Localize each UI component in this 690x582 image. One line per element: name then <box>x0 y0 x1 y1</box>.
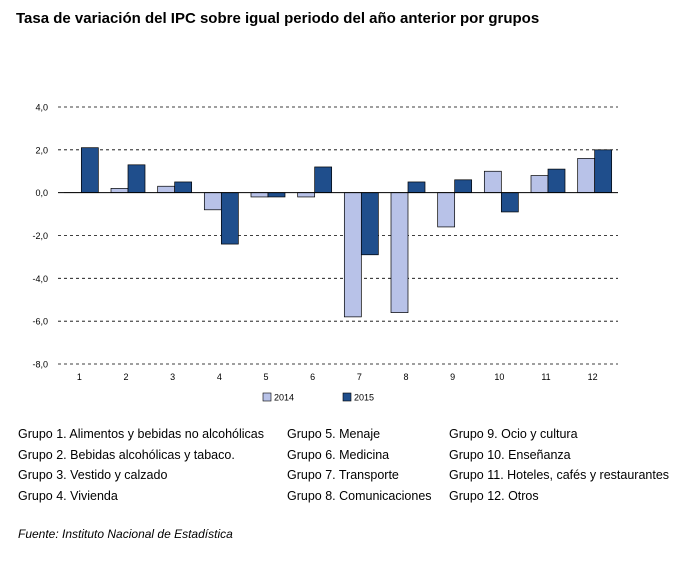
bar-2014-5 <box>250 192 269 198</box>
group-item: Grupo 2. Bebidas alcohólicas y tabaco. <box>18 447 235 462</box>
y-axis-tick-labels: 4,0 2,0 0,0 -2,0 -4,0 -6,0 -8,0 <box>32 103 48 370</box>
bar-2014-10 <box>483 170 502 194</box>
bar-2014-2 <box>110 188 129 194</box>
legend-swatch-2014 <box>262 392 272 402</box>
x-tick-label: 10 <box>494 372 504 382</box>
group-item: Grupo 4. Vivienda <box>18 488 118 503</box>
bar-2014-12 <box>577 158 596 194</box>
x-axis-tick-labels: 1 2 3 4 5 6 7 8 9 10 11 12 <box>77 372 598 382</box>
group-item: Grupo 10. Enseñanza <box>449 447 571 462</box>
group-item: Grupo 3. Vestido y calzado <box>18 468 168 482</box>
legend-swatch-2015 <box>342 392 352 402</box>
x-tick-label: 8 <box>403 372 408 382</box>
y-tick-label: 0,0 <box>35 188 48 198</box>
chart-title: Tasa de variación del IPC sobre igual pe… <box>16 10 540 27</box>
y-tick-label: -4,0 <box>32 274 48 284</box>
bar-2015-11 <box>547 168 566 194</box>
bar-2015-4 <box>220 192 239 245</box>
legend-label: 2014 <box>274 393 294 403</box>
y-tick-label: -6,0 <box>32 317 48 327</box>
bar-2014-6 <box>297 192 316 198</box>
group-column-1: Grupo 1. Alimentos y bebidas no alcohóli… <box>18 424 264 506</box>
y-tick-label: 4,0 <box>35 103 48 113</box>
x-tick-label: 1 <box>77 372 82 382</box>
bar-2014-8 <box>390 192 409 313</box>
bar-2014-7 <box>343 192 362 318</box>
group-item: Grupo 5. Menaje <box>287 427 381 441</box>
bar-2014-3 <box>157 185 176 194</box>
x-tick-label: 9 <box>450 372 455 382</box>
group-item: Grupo 9. Ocio y cultura <box>449 427 578 441</box>
y-tick-label: 2,0 <box>35 145 48 155</box>
bar-2014-4 <box>203 192 222 211</box>
group-item: Grupo 6. Medicina <box>287 447 390 462</box>
group-column-3: Grupo 9. Ocio y cultura Grupo 10. Enseñan… <box>449 424 669 506</box>
x-tick-label: 5 <box>263 372 268 382</box>
source-note: Fuente: Instituto Nacional de Estadístic… <box>18 527 233 541</box>
x-tick-label: 12 <box>588 372 598 382</box>
bars <box>63 147 613 318</box>
bar-2015-6 <box>314 166 333 194</box>
bar-2015-7 <box>360 192 379 256</box>
x-tick-label: 7 <box>357 372 362 382</box>
bar-2015-1 <box>80 147 99 194</box>
bar-2015-8 <box>407 181 426 194</box>
group-column-2: Grupo 5. Menaje Grupo 6. Medicina Grupo 7.… <box>287 424 432 506</box>
bar-2015-9 <box>454 179 473 194</box>
group-item: Grupo 11. Hoteles, cafés y restaurantes <box>449 468 670 482</box>
group-item: Grupo 8. Comunicaciones <box>287 488 432 503</box>
bar-2015-12 <box>594 149 613 194</box>
legend: 2014 2015 <box>262 392 374 403</box>
group-item: Grupo 12. Otros <box>449 488 539 503</box>
x-tick-label: 3 <box>170 372 175 382</box>
bar-2014-9 <box>437 192 456 228</box>
x-tick-label: 6 <box>310 372 315 382</box>
bar-chart: 4,02,00,0-2,0-4,0-6,0-8,0 1 2 3 4 5 6 7 8 9 10 11 1… <box>32 103 618 403</box>
legend-label: 2015 <box>354 393 374 403</box>
y-tick-label: -8,0 <box>32 360 48 370</box>
bar-2015-10 <box>500 192 519 213</box>
group-item: Grupo 7. Transporte <box>287 468 399 482</box>
group-item: Grupo 1. Alimentos y bebidas no alcohóli… <box>18 427 264 441</box>
x-tick-label: 2 <box>123 372 128 382</box>
gridlines <box>58 106 618 365</box>
x-tick-label: 4 <box>217 372 222 382</box>
bar-2015-3 <box>174 181 193 194</box>
y-tick-label: -2,0 <box>32 231 48 241</box>
bar-2014-11 <box>530 175 549 194</box>
x-tick-label: 11 <box>541 372 550 382</box>
bar-2015-2 <box>127 164 146 194</box>
bar-2015-5 <box>267 192 286 198</box>
